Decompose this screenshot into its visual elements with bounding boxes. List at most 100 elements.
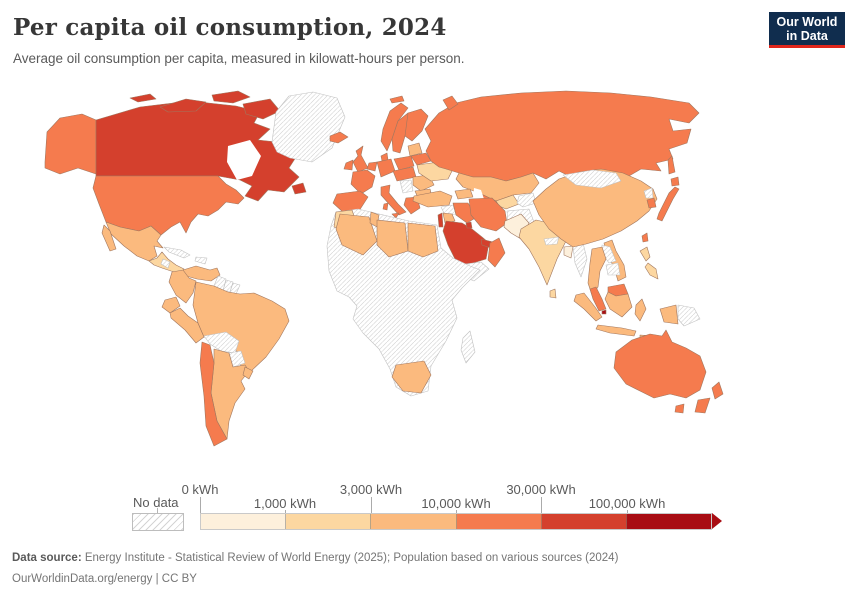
country-shape[interactable] xyxy=(563,245,574,259)
country-shape[interactable] xyxy=(659,304,679,325)
owid-logo-line2: in Data xyxy=(786,28,828,43)
country-shape[interactable] xyxy=(532,168,658,248)
country-shape[interactable] xyxy=(572,242,588,278)
owid-logo[interactable]: Our World in Data xyxy=(769,12,845,48)
country-shape[interactable] xyxy=(376,219,409,258)
country-shape[interactable] xyxy=(667,155,676,175)
country-shape[interactable] xyxy=(573,292,603,322)
country-shape[interactable] xyxy=(562,169,622,189)
country-shape[interactable] xyxy=(329,131,349,144)
country-shape[interactable] xyxy=(105,221,164,262)
world-choropleth-map[interactable] xyxy=(0,88,850,480)
country-shape[interactable] xyxy=(391,212,400,219)
legend-bin-swatch[interactable] xyxy=(201,514,287,529)
country-shape[interactable] xyxy=(460,330,476,364)
legend-bin-swatch[interactable] xyxy=(371,514,457,529)
country-shape[interactable] xyxy=(454,188,474,200)
country-shape[interactable] xyxy=(168,269,197,304)
country-shape[interactable] xyxy=(455,172,540,202)
country-shape[interactable] xyxy=(442,95,459,111)
country-shape[interactable] xyxy=(543,236,560,246)
country-shape[interactable] xyxy=(380,184,407,216)
legend-bin-swatch[interactable] xyxy=(456,514,542,529)
footer-url[interactable]: OurWorldinData.org/energy | CC BY xyxy=(12,573,197,585)
country-shape[interactable] xyxy=(350,169,376,195)
country-shape[interactable] xyxy=(639,246,651,262)
country-shape[interactable] xyxy=(192,281,290,374)
country-shape[interactable] xyxy=(393,155,415,171)
country-shape[interactable] xyxy=(326,208,481,397)
legend-bin-swatch[interactable] xyxy=(286,514,372,529)
country-shape[interactable] xyxy=(291,182,307,195)
legend-tick-label: 1,000 kWh xyxy=(253,496,317,511)
country-shape[interactable] xyxy=(656,186,680,222)
country-shape[interactable] xyxy=(271,91,346,163)
legend-tick-label: 3,000 kWh xyxy=(339,482,403,497)
country-shape[interactable] xyxy=(161,296,181,314)
legend-tick xyxy=(371,497,372,513)
country-shape[interactable] xyxy=(587,246,607,296)
country-shape[interactable] xyxy=(199,341,228,447)
country-shape[interactable] xyxy=(487,237,506,268)
country-shape[interactable] xyxy=(465,221,473,229)
country-shape[interactable] xyxy=(389,95,405,104)
country-shape[interactable] xyxy=(392,166,417,182)
country-shape[interactable] xyxy=(399,179,414,194)
country-shape[interactable] xyxy=(641,232,649,243)
chart-subtitle: Average oil consumption per capita, meas… xyxy=(13,51,465,66)
country-shape[interactable] xyxy=(437,212,444,228)
data-source-text: Energy Institute - Statistical Review of… xyxy=(81,552,619,564)
legend-no-data-tick xyxy=(157,508,158,513)
country-shape[interactable] xyxy=(516,192,537,208)
legend-tick xyxy=(200,497,201,513)
legend-bin-swatch[interactable] xyxy=(541,514,627,529)
country-shape[interactable] xyxy=(352,145,369,173)
country-shape[interactable] xyxy=(644,262,659,280)
country-shape[interactable] xyxy=(376,158,396,178)
country-shape[interactable] xyxy=(424,90,700,182)
country-shape[interactable] xyxy=(589,286,607,312)
country-shape[interactable] xyxy=(412,190,453,208)
country-shape[interactable] xyxy=(604,291,633,318)
country-shape[interactable] xyxy=(674,403,685,414)
country-shape[interactable] xyxy=(242,366,254,380)
legend-no-data-swatch[interactable] xyxy=(132,513,184,531)
data-source-line: Data source: Energy Institute - Statisti… xyxy=(12,548,618,569)
legend-tick-label: 0 kWh xyxy=(181,482,219,497)
country-shape[interactable] xyxy=(382,202,389,211)
country-shape[interactable] xyxy=(711,381,724,400)
country-shape[interactable] xyxy=(335,213,378,256)
country-shape[interactable] xyxy=(404,108,429,142)
country-shape[interactable] xyxy=(407,142,423,157)
country-shape[interactable] xyxy=(194,256,208,265)
legend-color-bar[interactable] xyxy=(200,513,712,530)
country-shape[interactable] xyxy=(670,176,680,187)
country-shape[interactable] xyxy=(605,262,621,276)
country-shape[interactable] xyxy=(163,246,191,259)
country-shape[interactable] xyxy=(242,98,281,120)
country-shape[interactable] xyxy=(677,304,701,327)
country-shape[interactable] xyxy=(549,288,557,299)
country-shape[interactable] xyxy=(101,224,117,252)
country-shape[interactable] xyxy=(366,161,378,172)
country-shape[interactable] xyxy=(44,113,97,175)
country-shape[interactable] xyxy=(595,324,637,337)
country-shape[interactable] xyxy=(343,159,354,171)
country-shape[interactable] xyxy=(182,265,221,282)
country-shape[interactable] xyxy=(332,190,369,214)
country-shape[interactable] xyxy=(442,212,456,224)
country-shape[interactable] xyxy=(160,258,171,269)
country-shape[interactable] xyxy=(634,298,647,322)
country-shape[interactable] xyxy=(468,197,508,232)
legend-bin-swatch[interactable] xyxy=(626,514,712,529)
country-shape[interactable] xyxy=(211,90,251,104)
country-shape[interactable] xyxy=(129,93,157,103)
country-shape[interactable] xyxy=(646,197,657,209)
country-shape[interactable] xyxy=(391,360,432,394)
country-shape[interactable] xyxy=(613,329,707,399)
country-shape[interactable] xyxy=(694,397,711,414)
country-shape[interactable] xyxy=(601,309,607,315)
country-shape[interactable] xyxy=(159,98,207,113)
country-shape[interactable] xyxy=(407,222,439,258)
